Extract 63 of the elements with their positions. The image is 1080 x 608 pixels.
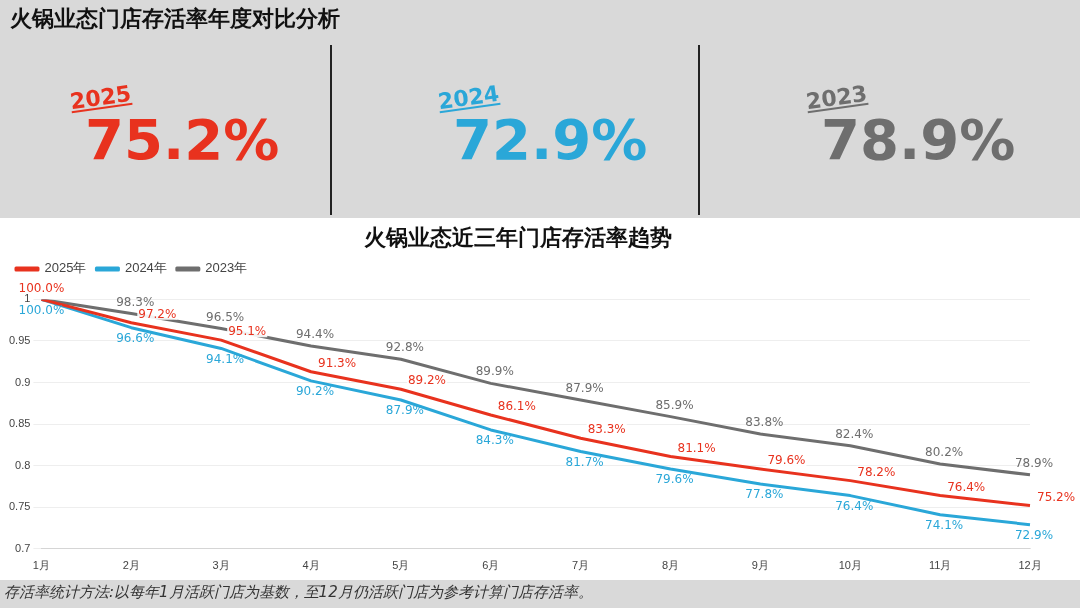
data-label: 94.4% xyxy=(295,327,335,342)
legend-label: 2025年 xyxy=(44,260,87,276)
data-label: 98.3% xyxy=(116,294,155,309)
data-label: 85.9% xyxy=(655,397,694,412)
data-label: 92.8% xyxy=(385,340,424,355)
data-label: 79.6% xyxy=(655,472,694,487)
x-tick-label: 6月 xyxy=(482,559,500,572)
legend-label: 2024年 xyxy=(124,260,167,276)
x-tick-label: 11月 xyxy=(928,559,952,572)
y-tick-label: 0.75 xyxy=(8,500,31,513)
data-label: 100.0% xyxy=(18,280,65,295)
x-tick-label: 12月 xyxy=(1018,559,1042,572)
data-label: 72.9% xyxy=(1014,527,1054,542)
data-label: 80.2% xyxy=(925,445,964,460)
y-tick-label: 0.9 xyxy=(15,375,31,388)
data-label: 76.4% xyxy=(835,498,874,513)
y-tick-label: 0.95 xyxy=(8,334,31,346)
data-label: 83.8% xyxy=(745,415,784,430)
data-label: 75.2% xyxy=(1037,489,1076,504)
x-tick-label: 8月 xyxy=(661,559,680,572)
data-label: 81.7% xyxy=(565,454,604,469)
x-tick-label: 9月 xyxy=(751,559,769,572)
y-tick-label: 0.7 xyxy=(15,541,31,554)
data-label: 81.1% xyxy=(677,440,716,455)
data-label: 100.0% xyxy=(18,302,65,317)
x-tick-label: 10月 xyxy=(838,559,862,572)
data-label: 96.5% xyxy=(206,309,245,324)
x-tick-label: 1月 xyxy=(32,559,50,572)
data-label: 89.9% xyxy=(475,364,514,379)
text: 2025 xyxy=(68,80,133,115)
y-tick-label: 0.8 xyxy=(15,458,31,471)
text: 火锅业态门店存活率年度对比分析 xyxy=(10,5,340,33)
chart-title: 火锅业态近三年门店存活率趋势 xyxy=(364,224,672,250)
text: 2024 xyxy=(436,80,501,115)
x-tick-label: 5月 xyxy=(392,559,410,572)
data-label: 83.3% xyxy=(587,422,626,437)
text: 2023 xyxy=(804,80,869,115)
y-tick-label: 1 xyxy=(24,292,31,305)
data-label: 86.1% xyxy=(497,399,536,414)
data-label: 77.8% xyxy=(745,487,784,502)
y-tick-label: 0.85 xyxy=(8,417,31,430)
data-label: 97.2% xyxy=(138,306,177,321)
data-label: 79.6% xyxy=(767,453,806,468)
data-label: 96.6% xyxy=(116,330,155,345)
data-label: 91.3% xyxy=(318,355,357,370)
data-label: 78.2% xyxy=(857,464,896,479)
x-tick-label: 4月 xyxy=(302,559,320,572)
data-label: 94.1% xyxy=(206,351,245,366)
text: 存活率统计方法:以每年1月活跃门店为基数，至12月仍活跃门店为参考计算门店存活率。 xyxy=(4,583,593,602)
data-label: 90.2% xyxy=(295,384,335,398)
data-label: 74.1% xyxy=(925,517,964,532)
data-label: 89.2% xyxy=(407,373,447,388)
data-label: 78.9% xyxy=(1014,455,1054,470)
x-tick-label: 3月 xyxy=(212,559,230,572)
data-label: 87.9% xyxy=(385,403,424,418)
data-label: 95.1% xyxy=(228,324,267,339)
legend-label: 2023年 xyxy=(205,260,248,276)
data-label: 82.4% xyxy=(835,426,874,441)
data-label: 87.9% xyxy=(565,381,604,396)
x-tick-label: 7月 xyxy=(572,559,590,572)
data-label: 76.4% xyxy=(947,479,986,494)
x-tick-label: 2月 xyxy=(122,559,140,572)
data-label: 84.3% xyxy=(475,433,514,448)
